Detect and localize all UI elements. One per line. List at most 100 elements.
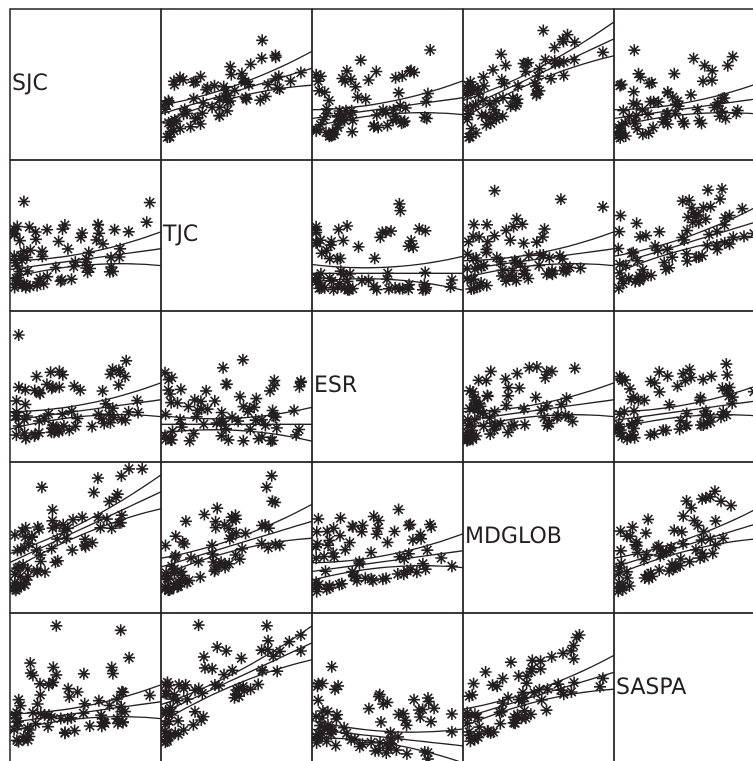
points xyxy=(614,183,753,295)
data-point xyxy=(512,80,524,92)
data-point xyxy=(10,227,21,240)
data-point xyxy=(421,544,434,557)
data-point xyxy=(697,75,709,88)
data-point xyxy=(545,267,558,279)
points xyxy=(10,462,149,597)
data-point xyxy=(123,651,136,664)
data-point xyxy=(110,491,123,504)
data-point xyxy=(223,532,236,545)
data-point xyxy=(642,513,655,526)
data-point xyxy=(518,691,531,704)
data-point xyxy=(74,384,87,397)
data-point xyxy=(614,267,626,279)
regression-fit xyxy=(614,207,753,275)
data-point xyxy=(91,472,104,485)
points xyxy=(614,358,753,446)
data-point xyxy=(614,122,626,134)
data-point xyxy=(20,251,33,264)
data-point xyxy=(169,530,182,543)
data-point xyxy=(401,564,414,577)
data-point xyxy=(163,96,176,109)
data-point xyxy=(687,52,700,65)
data-point xyxy=(341,220,354,232)
data-point xyxy=(463,402,476,415)
confidence-upper xyxy=(312,255,463,269)
data-point xyxy=(726,391,739,404)
cell-saspa-vs-saspa xyxy=(613,612,753,761)
data-point xyxy=(370,283,383,296)
regression-fit xyxy=(161,50,312,124)
data-point xyxy=(619,117,632,129)
data-point xyxy=(105,661,118,674)
data-point xyxy=(24,657,37,670)
data-point xyxy=(34,677,46,690)
confidence-lower xyxy=(312,565,463,581)
data-point xyxy=(703,228,716,241)
data-point xyxy=(668,524,681,537)
data-point xyxy=(175,574,188,587)
data-point xyxy=(272,70,285,83)
data-point xyxy=(19,383,32,396)
data-point xyxy=(636,263,649,276)
data-point xyxy=(499,59,512,72)
data-point xyxy=(688,514,701,527)
data-point xyxy=(54,712,67,725)
data-point xyxy=(97,237,109,250)
data-point xyxy=(167,75,180,88)
data-point xyxy=(67,513,79,526)
data-point xyxy=(561,28,574,41)
data-point xyxy=(200,83,213,96)
data-point xyxy=(419,563,432,576)
data-point xyxy=(499,373,512,385)
data-point xyxy=(12,381,25,394)
data-point xyxy=(384,726,397,739)
data-point xyxy=(596,672,609,685)
data-point xyxy=(211,641,224,654)
data-point xyxy=(140,216,153,229)
cell-border xyxy=(613,612,753,761)
data-point xyxy=(39,566,51,578)
data-point xyxy=(237,434,250,447)
cell-mdglob-vs-saspa xyxy=(613,461,753,614)
data-point xyxy=(323,94,336,107)
data-point xyxy=(666,91,679,104)
data-point xyxy=(726,50,739,63)
data-point xyxy=(161,408,172,421)
data-point xyxy=(418,278,431,291)
data-point xyxy=(338,282,351,295)
data-point xyxy=(650,541,663,554)
data-point xyxy=(414,711,427,723)
data-point xyxy=(65,405,78,418)
data-point xyxy=(652,96,665,109)
data-point xyxy=(536,231,549,244)
data-point xyxy=(340,104,352,117)
data-point xyxy=(649,240,662,252)
points xyxy=(161,34,307,144)
data-point xyxy=(537,249,550,261)
data-point xyxy=(463,690,476,703)
data-point xyxy=(494,417,507,430)
regression-line xyxy=(614,400,753,422)
data-point xyxy=(46,676,59,689)
confidence-lower xyxy=(463,55,614,119)
data-point xyxy=(699,213,712,226)
data-point xyxy=(192,619,205,632)
data-point xyxy=(630,217,643,230)
data-point xyxy=(567,652,580,665)
data-point xyxy=(312,525,323,538)
data-point xyxy=(483,412,496,425)
data-point xyxy=(644,375,657,388)
data-point xyxy=(117,715,129,728)
points xyxy=(463,24,609,144)
data-point xyxy=(165,396,178,409)
data-point xyxy=(171,580,184,593)
data-point xyxy=(78,697,91,710)
regression-fit xyxy=(10,382,161,430)
data-point xyxy=(476,407,489,420)
data-point xyxy=(355,525,368,538)
data-point xyxy=(697,373,710,386)
data-point xyxy=(624,382,636,395)
confidence-upper xyxy=(463,21,614,102)
data-point xyxy=(175,421,188,434)
data-point xyxy=(671,95,684,108)
